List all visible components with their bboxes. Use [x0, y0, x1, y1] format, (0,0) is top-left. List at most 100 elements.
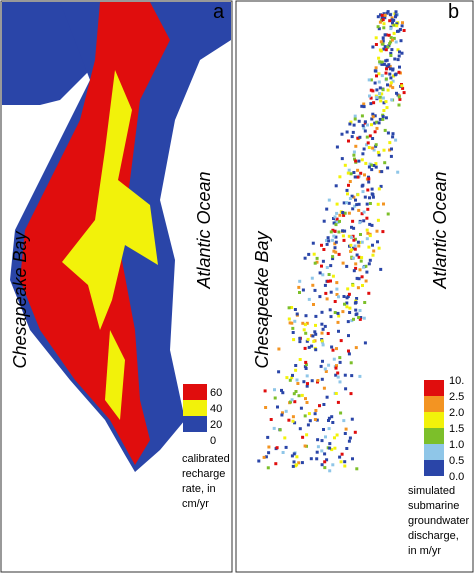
cell [371, 243, 374, 247]
cell [316, 445, 320, 449]
cell [352, 123, 356, 127]
cell [336, 400, 340, 404]
cell [334, 373, 338, 377]
bay-label: Chesapeake Bay [252, 230, 272, 368]
cell [320, 377, 324, 381]
cell [301, 435, 305, 439]
cell [331, 238, 334, 242]
cell [264, 406, 268, 409]
cell [367, 245, 371, 249]
cell [341, 234, 345, 238]
cell [394, 72, 398, 76]
cell [348, 197, 352, 200]
cell [345, 264, 349, 268]
cell [314, 348, 318, 352]
cell [347, 349, 350, 353]
cell [374, 69, 378, 73]
cell [325, 266, 329, 269]
cell [294, 464, 298, 468]
cell [312, 252, 316, 256]
cell [369, 78, 373, 82]
cell [399, 39, 403, 43]
cell [331, 274, 335, 278]
cell [305, 339, 309, 343]
cell [338, 380, 342, 384]
cell [334, 392, 338, 395]
cell [362, 147, 366, 151]
cell [345, 305, 349, 309]
cell [325, 242, 329, 246]
cell [348, 436, 352, 440]
cell [304, 367, 308, 370]
cell [385, 106, 389, 110]
recharge-mid [62, 70, 158, 330]
cell [357, 119, 361, 123]
cell [351, 207, 355, 211]
cell [341, 211, 345, 214]
cell [371, 45, 375, 49]
cell [353, 301, 357, 305]
cell [342, 201, 346, 205]
legend-tick: 20 [210, 419, 222, 431]
cell [367, 78, 371, 82]
cell [323, 452, 327, 456]
cell [318, 404, 321, 408]
cell [358, 309, 362, 312]
cell [355, 203, 359, 207]
legend-caption: discharge, [408, 530, 459, 542]
cell [377, 27, 381, 31]
cell [397, 54, 401, 58]
cell [360, 275, 364, 279]
cell [396, 170, 400, 174]
cell [382, 101, 386, 105]
cell [350, 248, 354, 252]
cell [329, 290, 333, 294]
cell [381, 117, 385, 121]
cell [347, 211, 351, 215]
cell [342, 213, 346, 217]
cell [397, 70, 401, 74]
cell [303, 256, 307, 260]
cell [303, 346, 307, 350]
cell [380, 19, 384, 22]
cell [349, 243, 353, 247]
cell [377, 153, 381, 157]
cell [293, 400, 297, 404]
legend-tick: 0.0 [449, 471, 464, 483]
cell [347, 201, 351, 205]
cell [350, 374, 354, 378]
cell [302, 328, 306, 332]
legend-swatch [424, 444, 444, 460]
cell [401, 86, 405, 90]
cell [333, 436, 336, 440]
cell [394, 10, 398, 14]
cell [310, 344, 314, 348]
cell [367, 291, 371, 295]
cell [370, 168, 374, 172]
legend-tick: 60 [210, 387, 222, 399]
cell [377, 72, 381, 76]
cell [321, 359, 324, 363]
cell [359, 259, 363, 263]
cell [263, 389, 267, 393]
cell [300, 393, 304, 397]
cell [326, 279, 330, 283]
cell [335, 281, 339, 285]
cell [370, 223, 374, 227]
cell [273, 396, 277, 400]
cell [371, 146, 375, 150]
cell [372, 148, 376, 152]
cell [356, 168, 360, 172]
cell [353, 157, 356, 161]
cell [288, 321, 292, 325]
legend-tick: 1.5 [449, 423, 464, 435]
cell [343, 432, 347, 435]
cell [353, 244, 357, 248]
cell [350, 417, 354, 421]
cell [335, 145, 339, 149]
cell [352, 195, 356, 199]
cell [354, 159, 358, 163]
cell [322, 403, 326, 406]
cell [334, 219, 338, 223]
cell [333, 215, 337, 219]
